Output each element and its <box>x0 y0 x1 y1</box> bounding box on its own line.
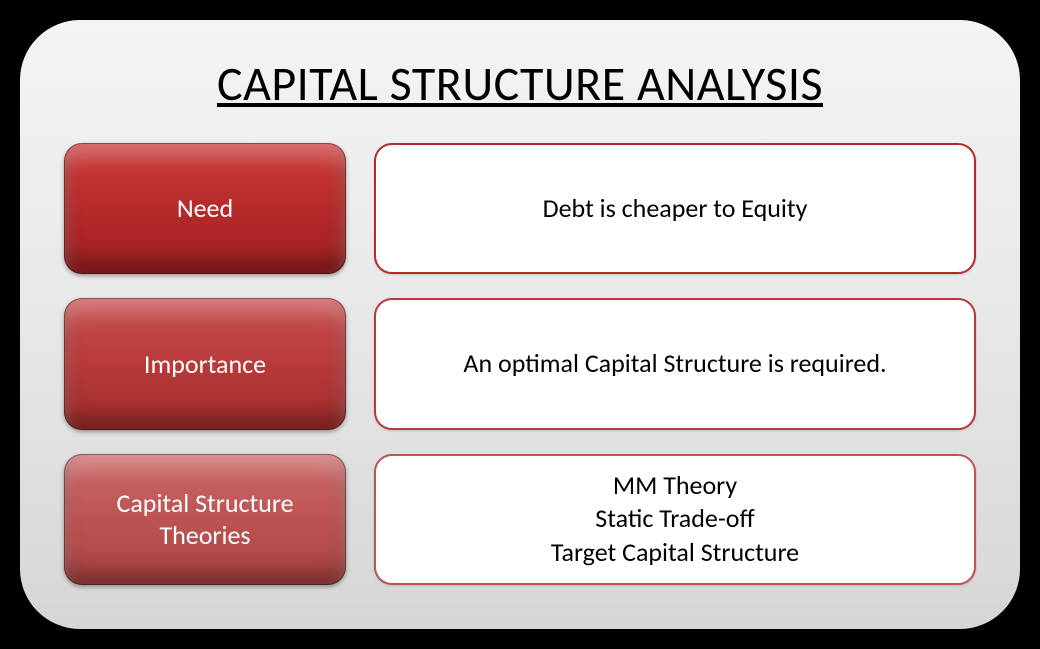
label-need: Need <box>64 143 346 274</box>
desc-theories: MM Theory Static Trade-off Target Capita… <box>374 454 976 585</box>
page-title: CAPITAL STRUCTURE ANALYSIS <box>64 54 976 113</box>
main-panel: CAPITAL STRUCTURE ANALYSIS Need Debt is … <box>20 20 1020 629</box>
desc-need: Debt is cheaper to Equity <box>374 143 976 274</box>
label-importance: Importance <box>64 298 346 429</box>
row-theories: Capital Structure Theories MM Theory Sta… <box>64 454 976 585</box>
desc-importance-line-1: An optimal Capital Structure is required… <box>463 347 886 381</box>
rows-container: Need Debt is cheaper to Equity Importanc… <box>64 143 976 585</box>
desc-theories-line-1: MM Theory <box>613 469 737 503</box>
desc-theories-line-2: Static Trade-off <box>595 502 754 536</box>
desc-importance: An optimal Capital Structure is required… <box>374 298 976 429</box>
label-theories: Capital Structure Theories <box>64 454 346 585</box>
row-importance: Importance An optimal Capital Structure … <box>64 298 976 429</box>
row-need: Need Debt is cheaper to Equity <box>64 143 976 274</box>
desc-need-line-1: Debt is cheaper to Equity <box>543 192 808 226</box>
desc-theories-line-3: Target Capital Structure <box>551 536 799 570</box>
